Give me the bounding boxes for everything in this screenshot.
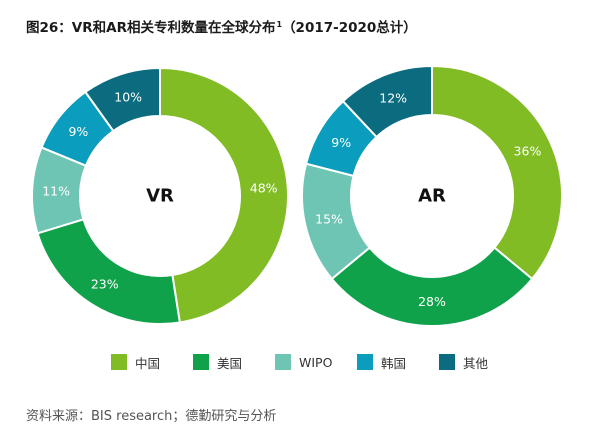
slice-label-ar-2: 15% xyxy=(315,212,343,227)
legend-item-1: 美国 xyxy=(193,352,242,372)
legend-swatch xyxy=(193,354,209,370)
legend-swatch xyxy=(357,354,373,370)
slice-vr-0 xyxy=(159,66,289,324)
slice-label-ar-4: 12% xyxy=(379,90,407,105)
legend-item-0: 中国 xyxy=(111,352,160,372)
slice-label-ar-0: 36% xyxy=(514,144,542,159)
slice-label-ar-1: 28% xyxy=(418,294,446,309)
center-label-vr: VR xyxy=(146,186,174,207)
chart-title-superscript: 1 xyxy=(276,19,283,29)
legend-label: WIPO xyxy=(299,354,333,370)
chart-title-text: 图26：VR和AR相关专利数量在全球分布 xyxy=(26,20,276,36)
slice-ar-0 xyxy=(431,64,563,281)
donut-chart-ar: 36% 28% 15% 9% 12% AR xyxy=(301,64,563,327)
slice-label-vr-3: 9% xyxy=(68,124,88,139)
slice-label-vr-0: 48% xyxy=(250,180,278,195)
legend-label: 中国 xyxy=(135,355,161,371)
slice-label-vr-1: 23% xyxy=(91,277,119,292)
legend-item-2: WIPO xyxy=(275,352,332,372)
source-note: 资料来源：BIS research；德勤研究与分析 xyxy=(26,409,277,424)
legend-label: 韩国 xyxy=(381,355,407,371)
legend-label: 其他 xyxy=(463,355,489,371)
legend-swatch xyxy=(275,354,291,370)
slice-vr-1 xyxy=(36,218,181,325)
legend-item-4: 其他 xyxy=(439,352,488,372)
legend-item-3: 韩国 xyxy=(357,352,406,372)
slice-label-vr-4: 10% xyxy=(114,89,142,104)
donut-chart-vr: 48% 23% 11% 9% 10% VR xyxy=(31,66,289,325)
legend-swatch xyxy=(439,354,455,370)
slice-ar-4 xyxy=(341,64,433,139)
slice-ar-1 xyxy=(330,246,534,327)
chart-legend: 中国 美国 WIPO 韩国 其他 xyxy=(0,352,600,372)
slice-label-vr-2: 11% xyxy=(42,184,70,199)
slice-label-ar-3: 9% xyxy=(331,135,351,150)
slice-vr-4 xyxy=(84,66,161,133)
chart-title: 图26：VR和AR相关专利数量在全球分布1（2017-2020总计） xyxy=(26,16,417,37)
center-label-ar: AR xyxy=(418,186,446,207)
legend-label: 美国 xyxy=(217,355,243,371)
legend-swatch xyxy=(111,354,127,370)
chart-title-suffix: （2017-2020总计） xyxy=(282,20,417,36)
